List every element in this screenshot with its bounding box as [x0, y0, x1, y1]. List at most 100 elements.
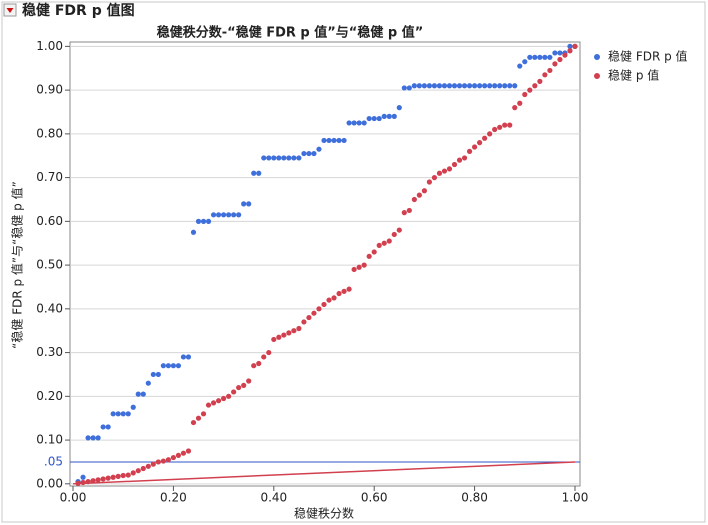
- point: [256, 170, 262, 176]
- point: [406, 85, 412, 91]
- point: [497, 124, 503, 130]
- point: [170, 363, 177, 369]
- point: [306, 314, 312, 321]
- point: [110, 411, 116, 417]
- point: [482, 83, 488, 89]
- point: [241, 201, 247, 207]
- point: [562, 52, 568, 58]
- point: [231, 389, 237, 395]
- y-axis-label: “稳健 FDR p 值”与“稳健 p 值”: [10, 181, 25, 349]
- point: [175, 452, 182, 458]
- point: [336, 290, 342, 297]
- point: [100, 424, 106, 430]
- point: [135, 468, 141, 474]
- y-tick-label: 0.50: [36, 258, 63, 272]
- point: [130, 470, 136, 476]
- point: [301, 319, 307, 325]
- point: [180, 450, 187, 456]
- point: [286, 155, 292, 161]
- point: [507, 83, 513, 89]
- point: [341, 137, 347, 144]
- point: [266, 155, 272, 161]
- point: [517, 100, 523, 106]
- point: [281, 155, 287, 161]
- point: [346, 120, 352, 126]
- point: [316, 306, 322, 312]
- point: [120, 411, 126, 417]
- point: [145, 463, 151, 469]
- point: [386, 113, 392, 119]
- point: [215, 212, 222, 218]
- point: [135, 391, 141, 397]
- point: [421, 83, 427, 89]
- point: [286, 330, 292, 336]
- point: [421, 188, 427, 194]
- legend-label: 稳健 p 值: [608, 68, 659, 83]
- point: [356, 264, 362, 270]
- point: [376, 242, 382, 249]
- point: [291, 155, 297, 161]
- point: [336, 137, 342, 144]
- point: [165, 457, 171, 463]
- point: [155, 459, 161, 465]
- point: [371, 115, 377, 122]
- point: [296, 325, 302, 332]
- point: [261, 155, 267, 161]
- point: [80, 479, 86, 486]
- point: [85, 435, 91, 441]
- point: [115, 473, 121, 479]
- y-tick-label: 0.60: [36, 214, 63, 228]
- legend-label: 稳健 FDR p 值: [608, 49, 688, 64]
- point: [210, 212, 217, 218]
- point: [95, 435, 101, 441]
- point: [205, 402, 212, 408]
- point: [271, 155, 277, 161]
- point: [391, 113, 397, 119]
- point: [311, 150, 317, 157]
- point: [85, 479, 91, 485]
- point: [321, 301, 327, 308]
- point: [366, 115, 372, 122]
- point: [441, 168, 448, 174]
- point: [226, 393, 232, 399]
- y-tick-label: 0.40: [36, 301, 63, 315]
- point: [456, 83, 463, 89]
- point: [316, 146, 322, 152]
- y-tick-label: 0.80: [36, 126, 63, 140]
- point: [391, 231, 397, 238]
- point: [436, 170, 443, 176]
- legend-marker: [594, 73, 600, 79]
- point: [326, 297, 332, 303]
- point: [241, 382, 247, 388]
- point: [547, 67, 553, 74]
- point: [190, 229, 197, 235]
- point: [200, 411, 207, 417]
- y-tick-label: 0.20: [36, 389, 63, 403]
- point: [346, 286, 352, 292]
- point: [557, 56, 563, 63]
- point: [185, 354, 192, 360]
- panel-title: 稳健 FDR p 值图: [22, 2, 135, 19]
- point: [276, 155, 282, 161]
- point: [361, 262, 367, 268]
- point: [175, 363, 182, 369]
- point: [547, 54, 553, 60]
- point: [160, 363, 166, 369]
- plot-frame: [69, 41, 581, 487]
- point: [477, 140, 483, 146]
- point: [502, 83, 508, 89]
- point: [466, 83, 473, 89]
- point: [120, 472, 126, 479]
- point: [487, 83, 493, 89]
- point: [291, 328, 297, 334]
- point: [567, 43, 573, 49]
- reference-label: .05: [44, 454, 63, 468]
- point: [401, 85, 407, 91]
- point: [572, 43, 578, 49]
- point: [522, 91, 528, 98]
- point: [471, 144, 478, 150]
- point: [200, 218, 207, 224]
- point: [321, 137, 327, 144]
- y-tick-label: 1.00: [36, 39, 63, 53]
